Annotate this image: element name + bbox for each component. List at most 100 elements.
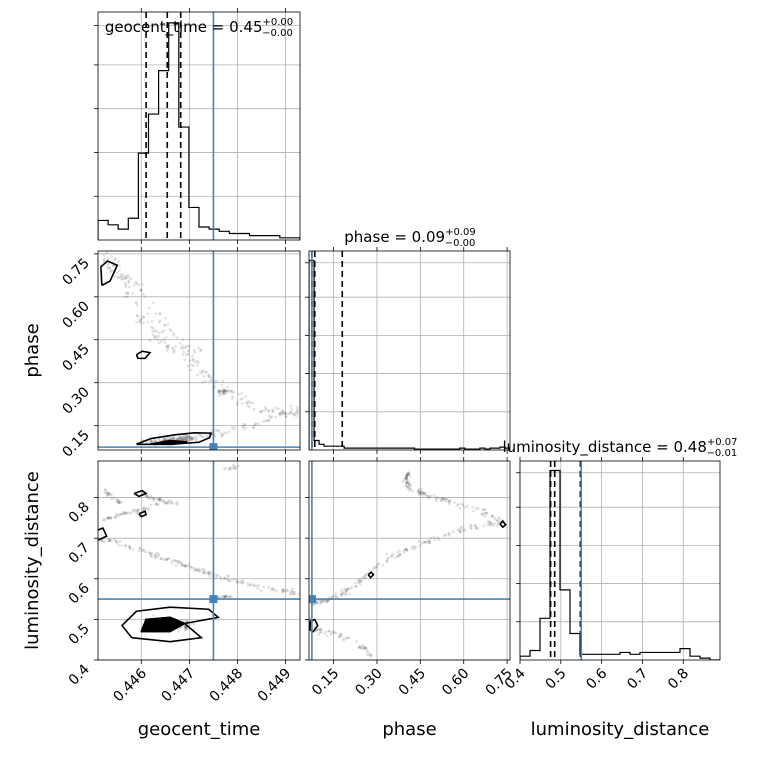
sample-point [338, 636, 342, 639]
panel-title: geocent_time = 0.45+0.00 −0.00 [105, 17, 293, 39]
sample-point [293, 412, 297, 415]
sample-point [135, 510, 139, 513]
sample-point [110, 497, 113, 501]
sample-point [173, 559, 177, 563]
sample-point [443, 497, 447, 501]
sample-point [162, 337, 166, 341]
sample-point [245, 401, 249, 405]
sample-point [157, 341, 161, 345]
sample-point [172, 436, 176, 440]
sample-point [458, 528, 462, 532]
sample-point [186, 436, 190, 440]
sample-point [184, 564, 187, 568]
sample-point [402, 478, 406, 482]
sample-point [185, 344, 189, 348]
sample-point [182, 350, 186, 354]
sample-point [150, 439, 154, 443]
sample-point [292, 413, 296, 417]
sample-point [274, 406, 277, 410]
sample-point [158, 498, 162, 502]
sample-point [223, 389, 227, 392]
sample-point [222, 576, 226, 580]
sample-point [166, 344, 170, 348]
sample-point [325, 633, 329, 637]
sample-point [473, 523, 477, 527]
hist-panel-phase [305, 247, 511, 454]
sample-point [358, 582, 362, 586]
sample-point [364, 574, 367, 577]
hist-content [309, 251, 510, 450]
sample-point [172, 332, 176, 336]
sample-point [172, 559, 176, 562]
sample-point [421, 491, 425, 495]
sample-point [191, 437, 195, 441]
sample-point [115, 540, 119, 544]
sample-point [184, 437, 187, 441]
sample-point [232, 391, 235, 394]
sample-point [183, 346, 187, 350]
sample-point [115, 271, 119, 275]
sample-point [103, 540, 107, 544]
sample-point [181, 438, 185, 441]
sample-point [126, 511, 130, 515]
sample-point [417, 490, 421, 494]
sample-point [493, 517, 497, 520]
sample-point [398, 549, 401, 553]
sample-point [179, 436, 183, 439]
sample-point [141, 506, 145, 510]
sample-point [204, 379, 208, 383]
sample-point [189, 436, 193, 440]
sample-point [113, 515, 117, 519]
sample-point [486, 520, 490, 523]
sample-point [168, 502, 172, 505]
sample-point [208, 575, 212, 578]
sample-point [117, 500, 121, 504]
sample-point [443, 534, 447, 538]
sample-point [136, 508, 140, 512]
sample-point [492, 524, 496, 527]
panel-frame [97, 250, 301, 451]
truth-marker [309, 595, 316, 604]
sample-point [497, 519, 500, 523]
sample-point [435, 499, 438, 503]
sample-point [284, 415, 288, 418]
sample-point [221, 389, 224, 393]
sample-point [166, 322, 170, 326]
sample-point [128, 546, 132, 550]
sample-point [357, 579, 361, 583]
sample-point [241, 397, 244, 401]
sample-point [141, 321, 145, 325]
sample-point [199, 433, 203, 436]
sample-point [241, 581, 245, 585]
sample-point [428, 541, 432, 545]
sample-point [417, 492, 421, 496]
sample-point [182, 438, 185, 442]
sample-point [130, 510, 134, 514]
sample-point [147, 306, 151, 310]
sample-point [235, 403, 239, 406]
sample-point [245, 401, 248, 405]
sample-point [327, 599, 331, 603]
sample-point [218, 431, 222, 435]
sample-point [418, 491, 422, 495]
sample-point [224, 594, 228, 598]
sample-point [216, 574, 220, 577]
sample-point [449, 499, 452, 502]
sample-point [114, 515, 118, 519]
sample-point [423, 540, 427, 544]
sample-point [166, 557, 170, 561]
sample-point [135, 314, 139, 318]
sample-point [186, 564, 189, 568]
sample-point [201, 570, 205, 574]
sample-point [105, 516, 109, 520]
sample-point [402, 548, 406, 552]
sample-point [198, 568, 202, 572]
sample-point [221, 390, 225, 393]
sample-point [138, 546, 142, 550]
sample-point [124, 511, 128, 515]
sample-point [127, 279, 131, 283]
x-tick-label: 0.15 [309, 666, 342, 699]
sample-point [127, 285, 131, 289]
sample-point [204, 370, 208, 373]
